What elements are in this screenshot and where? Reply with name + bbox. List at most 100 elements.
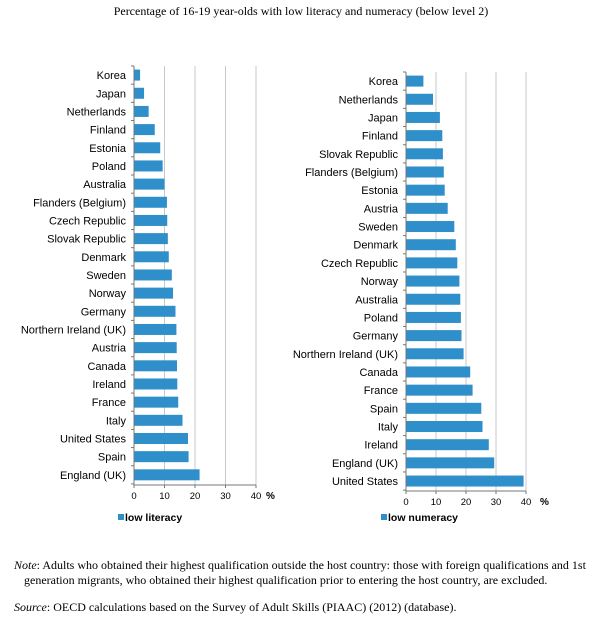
category-label: United States — [332, 476, 399, 488]
category-label: Northern Ireland (UK) — [21, 324, 126, 336]
bar-northern-ireland-uk — [134, 323, 177, 335]
x-tick-label: 0 — [403, 497, 408, 508]
category-label: Denmark — [81, 252, 126, 264]
bar-germany — [134, 305, 176, 317]
x-tick-label: 30 — [491, 497, 502, 508]
category-label: France — [364, 385, 398, 397]
category-label: Spain — [370, 403, 398, 415]
x-tick-label: 20 — [461, 497, 472, 508]
bar-korea — [134, 69, 141, 81]
x-tick-label: 40 — [251, 491, 262, 502]
bar-austria — [406, 202, 448, 214]
charts-canvas: Korea Japan Netherlands Finland Estonia Polan… — [21, 65, 549, 524]
bar-italy — [134, 414, 183, 426]
category-label: Finland — [362, 131, 398, 143]
category-label: Italy — [106, 415, 127, 427]
category-label: Estonia — [89, 143, 127, 155]
bar-ireland — [406, 439, 489, 451]
legend-swatch — [381, 514, 387, 520]
source: Source: OECD calculations based on the S… — [14, 600, 592, 615]
bar-spain — [406, 402, 482, 414]
source-text: : OECD calculations based on the Survey … — [46, 600, 457, 614]
category-label: Japan — [368, 112, 398, 124]
category-label: Korea — [369, 76, 399, 88]
category-label: Austria — [92, 343, 127, 355]
bar-flanders-belgium — [134, 196, 167, 208]
legend-label: low literacy — [125, 512, 182, 524]
bar-italy — [406, 421, 483, 433]
bar-united-states — [406, 475, 524, 487]
bar-sweden — [406, 221, 455, 233]
bar-england-uk — [406, 457, 495, 469]
category-label: Slovak Republic — [47, 234, 126, 246]
bar-poland — [406, 311, 461, 323]
bar-norway — [134, 287, 174, 299]
category-label: Netherlands — [67, 106, 127, 118]
category-label: United States — [60, 433, 127, 445]
category-label: Norway — [361, 276, 399, 288]
source-label: Source — [14, 600, 47, 614]
bar-france — [134, 396, 179, 408]
note-label: Note — [14, 558, 37, 572]
bar-ireland — [134, 378, 178, 390]
x-tick-label: 10 — [431, 497, 442, 508]
x-axis-unit: % — [540, 497, 549, 508]
category-label: Poland — [364, 312, 398, 324]
bar-denmark — [134, 251, 169, 263]
bar-korea — [406, 75, 424, 87]
category-label: England (UK) — [60, 470, 126, 482]
category-label: Australia — [83, 179, 127, 191]
bar-france — [406, 384, 473, 396]
bar-australia — [134, 178, 165, 190]
note-text-line2: generation migrants, who obtained their … — [24, 573, 548, 587]
bar-canada — [134, 360, 178, 372]
bar-austria — [134, 342, 177, 354]
category-label: Canada — [359, 367, 398, 379]
category-label: Austria — [364, 203, 399, 215]
category-label: Sweden — [86, 270, 126, 282]
bar-sweden — [134, 269, 172, 281]
x-tick-label: 0 — [131, 491, 136, 502]
category-label: Poland — [92, 161, 126, 173]
category-label: Flanders (Belgium) — [305, 167, 398, 179]
note-text-line1: : Adults who obtained their highest qual… — [36, 558, 586, 572]
x-tick-label: 30 — [220, 491, 231, 502]
category-label: Netherlands — [339, 94, 399, 106]
x-axis-unit: % — [266, 491, 275, 502]
category-label: France — [92, 397, 126, 409]
x-tick-label: 40 — [521, 497, 532, 508]
category-label: Denmark — [353, 240, 398, 252]
bar-flanders-belgium — [406, 166, 444, 178]
bar-netherlands — [134, 105, 149, 117]
bar-finland — [134, 124, 155, 136]
category-label: Japan — [96, 88, 126, 100]
category-label: Spain — [98, 452, 126, 464]
category-label: Ireland — [364, 440, 398, 452]
bar-czech-republic — [134, 214, 168, 226]
bar-united-states — [134, 432, 188, 444]
bar-slovak-republic — [134, 233, 168, 245]
numeracy-chart: Korea Netherlands Japan Finland Slovak Repub… — [293, 71, 549, 524]
category-label: Korea — [97, 70, 127, 82]
bar-czech-republic — [406, 257, 458, 269]
category-label: Flanders (Belgium) — [33, 197, 126, 209]
literacy-chart: Korea Japan Netherlands Finland Estonia Polan… — [21, 65, 275, 524]
bar-australia — [406, 293, 461, 305]
bar-canada — [406, 366, 471, 378]
category-label: Estonia — [361, 185, 399, 197]
bar-finland — [406, 130, 443, 142]
bar-estonia — [406, 184, 445, 196]
bar-spain — [134, 451, 189, 463]
category-label: Slovak Republic — [319, 149, 398, 161]
legend-swatch — [118, 514, 124, 520]
bar-northern-ireland-uk — [406, 348, 464, 360]
x-tick-label: 20 — [190, 491, 201, 502]
category-label: Czech Republic — [321, 258, 399, 270]
bar-japan — [134, 87, 145, 99]
category-label: Australia — [355, 294, 399, 306]
category-label: Italy — [378, 422, 399, 434]
category-label: Norway — [89, 288, 127, 300]
category-label: Finland — [90, 125, 126, 137]
bar-slovak-republic — [406, 148, 443, 160]
category-label: England (UK) — [332, 458, 398, 470]
